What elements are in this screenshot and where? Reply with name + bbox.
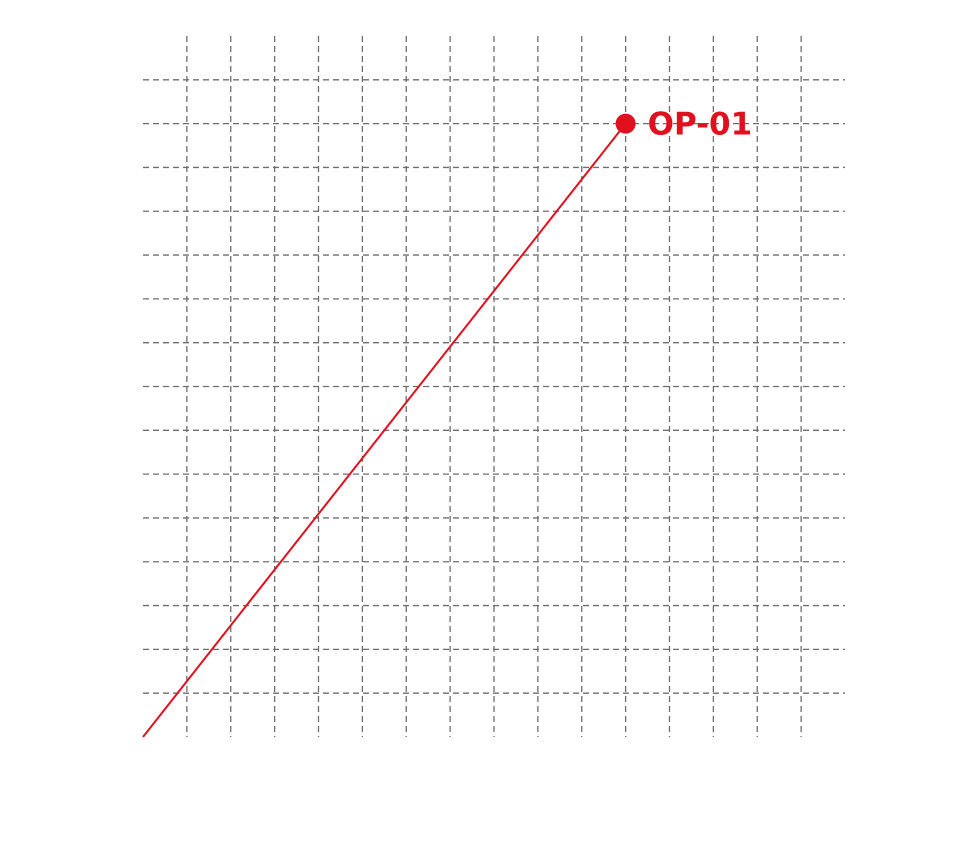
series-line — [142, 123, 627, 738]
data-point-marker — [615, 113, 636, 134]
series-layer — [142, 123, 627, 738]
annotation-layer: OP-01 — [615, 107, 753, 143]
data-point-label: OP-01 — [648, 107, 753, 143]
grid — [143, 36, 845, 737]
